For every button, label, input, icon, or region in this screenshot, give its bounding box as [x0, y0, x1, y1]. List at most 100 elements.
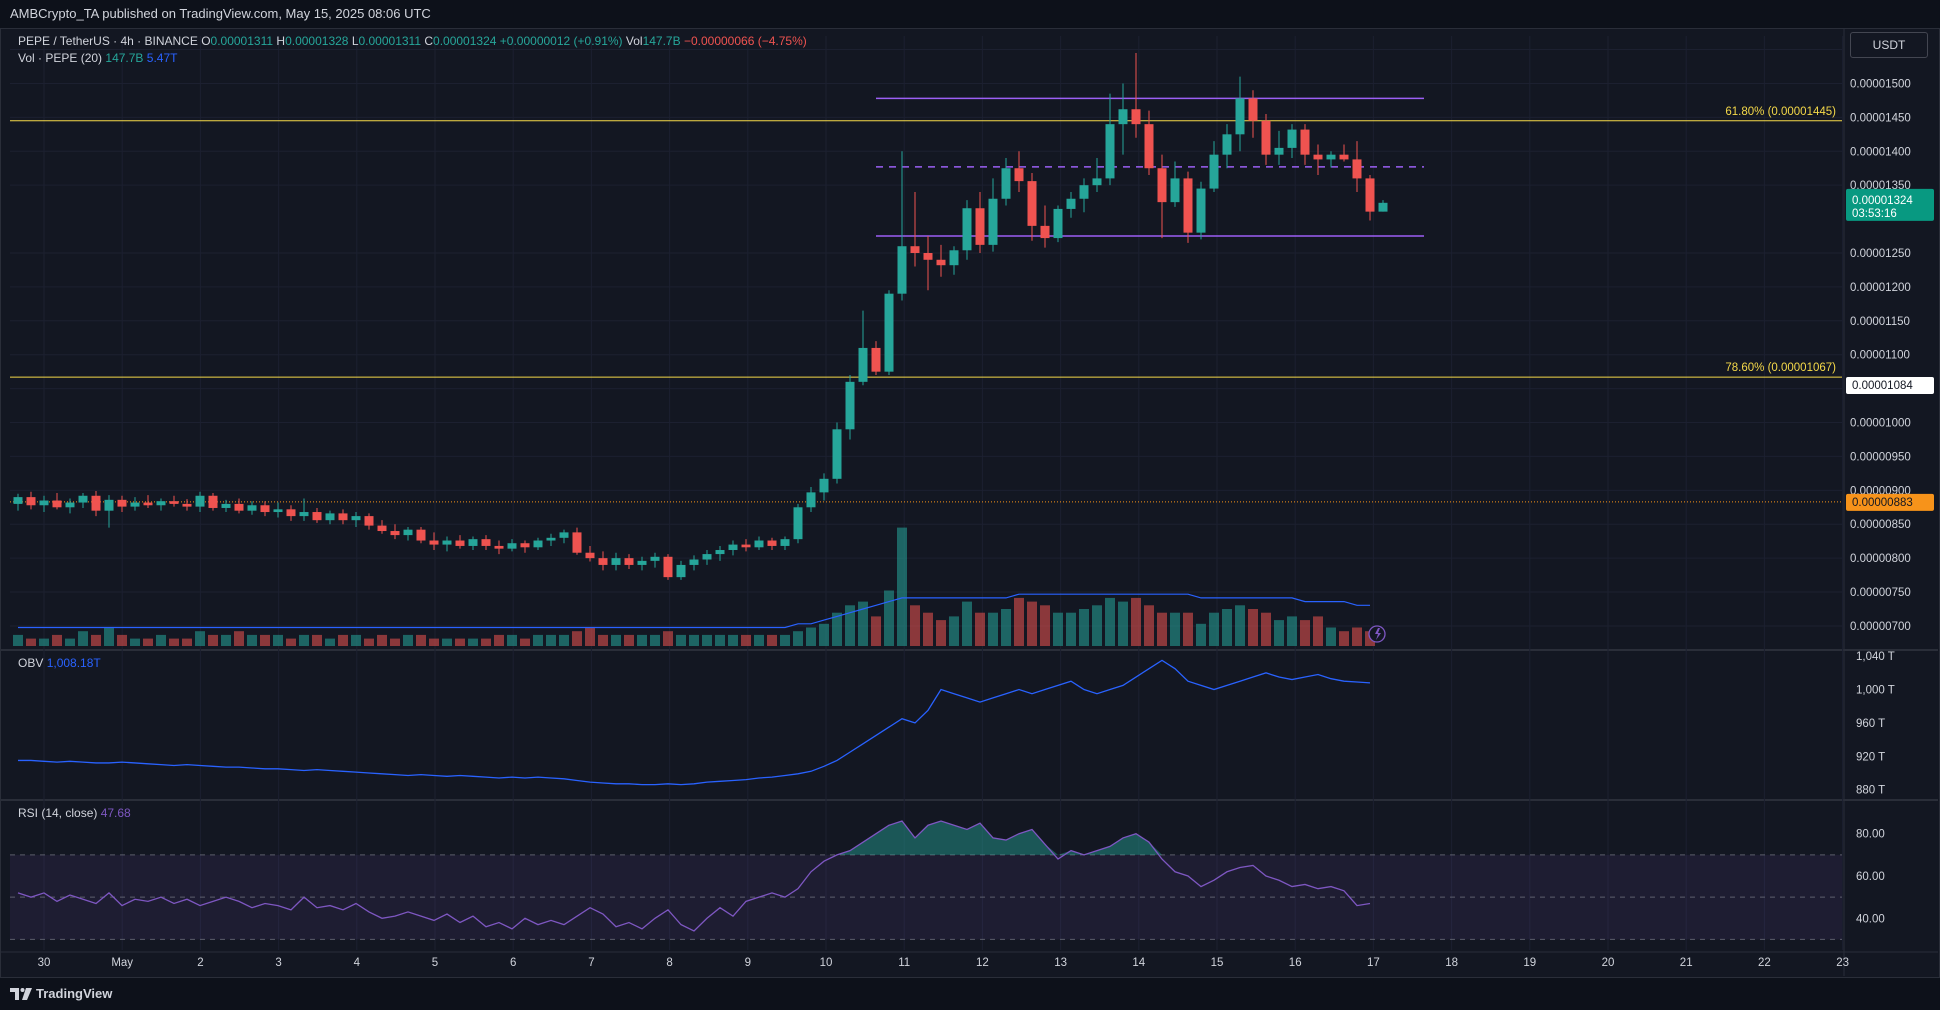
volume-bar [598, 634, 608, 646]
candle-body [338, 513, 348, 521]
time-axis[interactable]: 30 May 2 3 4 5 6 7 8 9 10 11 12 13 14 15 16 17 18 19 20 21 22 2… [38, 957, 1849, 969]
price-tick-label: 0.00001150 [1850, 316, 1910, 328]
volume-bar [754, 634, 764, 646]
candle-body [273, 509, 283, 513]
volume-bar [364, 638, 374, 646]
candle-body [1014, 168, 1024, 182]
price-tick-label: 0.00000950 [1850, 451, 1911, 463]
obv-legend-value: 1,008.18T [46, 656, 101, 670]
volume-bar [975, 612, 985, 646]
volume-bar [494, 634, 504, 646]
candle-body [728, 544, 738, 551]
volume-bar [299, 634, 309, 646]
obv-legend[interactable]: OBV 1,008.18T [18, 656, 101, 670]
currency-button[interactable]: USDT [1850, 32, 1928, 58]
volume-bar [1157, 612, 1167, 646]
price-axis[interactable]: 0.000015500.000015000.000014500.00001400… [1850, 45, 1911, 926]
open-label: O [201, 34, 211, 48]
time-tick-label: 3 [275, 957, 281, 969]
candle-body [975, 208, 985, 245]
volume-bar [403, 634, 413, 646]
volume-bar [741, 634, 751, 646]
vol-value: 147.7B [642, 34, 681, 48]
obv-tick-label: 920 T [1856, 751, 1885, 763]
volume-bar [1131, 597, 1141, 646]
candle-body [442, 540, 452, 545]
candle-body [325, 513, 335, 521]
candle-body [559, 532, 569, 538]
time-tick-label: 16 [1289, 957, 1302, 969]
candle-body [1027, 181, 1037, 226]
volume-bar [156, 634, 166, 646]
volume-bar [1014, 597, 1024, 646]
volume-bar [832, 612, 842, 646]
time-tick-label: 15 [1211, 957, 1224, 969]
candle-body [1144, 124, 1154, 169]
volume-bar [1287, 616, 1297, 646]
volume-bar [416, 634, 426, 646]
candle-body [689, 559, 699, 565]
publisher-text: AMBCrypto_TA published on TradingView.co… [10, 6, 431, 21]
time-tick-label: 20 [1602, 957, 1615, 969]
candle-body [1339, 154, 1349, 160]
rsi-overbought-fill [1084, 833, 1162, 855]
volume-bar [65, 638, 75, 646]
candle-body [455, 540, 465, 546]
candle-body [637, 560, 647, 565]
volume-bar [702, 634, 712, 646]
volume-bar [286, 638, 296, 646]
rsi-band-fill [10, 854, 1842, 940]
time-tick-label: 21 [1680, 957, 1693, 969]
candle-body [741, 544, 751, 548]
volume-bar [1183, 612, 1193, 646]
volume-bar [1196, 623, 1206, 646]
volume-bar [1326, 627, 1336, 646]
price-tick-label: 0.00001450 [1850, 112, 1911, 124]
volume-bar [637, 634, 647, 646]
volume-bar [1339, 631, 1349, 646]
obv-tick-label: 960 T [1856, 718, 1885, 730]
footer: TradingView [0, 978, 1940, 1010]
candle-body [481, 539, 491, 546]
volume-bar [325, 638, 335, 646]
candle-body [1040, 225, 1050, 239]
tradingview-logo[interactable]: TradingView [10, 978, 112, 1010]
volume-bar [338, 634, 348, 646]
volume-bar [234, 631, 244, 646]
symbol-legend[interactable]: PEPE / TetherUS · 4h · BINANCE O0.000013… [18, 34, 807, 48]
high-label: H [276, 34, 286, 48]
price-tick-label: 0.00001250 [1850, 248, 1911, 260]
volume-bars [13, 527, 1386, 646]
time-tick-label: 17 [1367, 957, 1380, 969]
candle-body [1274, 147, 1284, 155]
volume-bar [988, 612, 998, 646]
chart-frame[interactable] [0, 28, 1940, 978]
candle-body [312, 512, 322, 521]
rsi-tick-label: 60.00 [1856, 871, 1885, 883]
candle-body [1131, 109, 1141, 125]
volume-bar [715, 634, 725, 646]
candle-body [650, 556, 660, 561]
candle-body [468, 539, 478, 546]
candle-body [1248, 98, 1258, 121]
rsi-legend-label: RSI (14, close) [18, 806, 98, 820]
time-tick-label: 23 [1836, 957, 1849, 969]
time-tick-label: 8 [666, 957, 672, 969]
volume-legend[interactable]: Vol · PEPE (20) 147.7B 5.47T [18, 51, 177, 65]
obv-tick-label: 1,040 T [1856, 651, 1895, 663]
time-tick-label: 19 [1523, 957, 1536, 969]
volume-bar [91, 634, 101, 646]
candle-body [832, 429, 842, 479]
volume-bar [819, 623, 829, 646]
volume-bar [1001, 609, 1011, 646]
candle-body [1196, 188, 1206, 233]
crosshair-price-tag [1846, 377, 1934, 394]
volume-bar [429, 638, 439, 646]
candle-body [208, 495, 218, 508]
rsi-overbought-fill [1058, 850, 1084, 855]
price-tick-label: 0.00001100 [1850, 350, 1910, 362]
volume-bar [962, 601, 972, 646]
rsi-legend[interactable]: RSI (14, close) 47.68 [18, 806, 131, 820]
low-value: 0.00001311 [358, 34, 422, 48]
